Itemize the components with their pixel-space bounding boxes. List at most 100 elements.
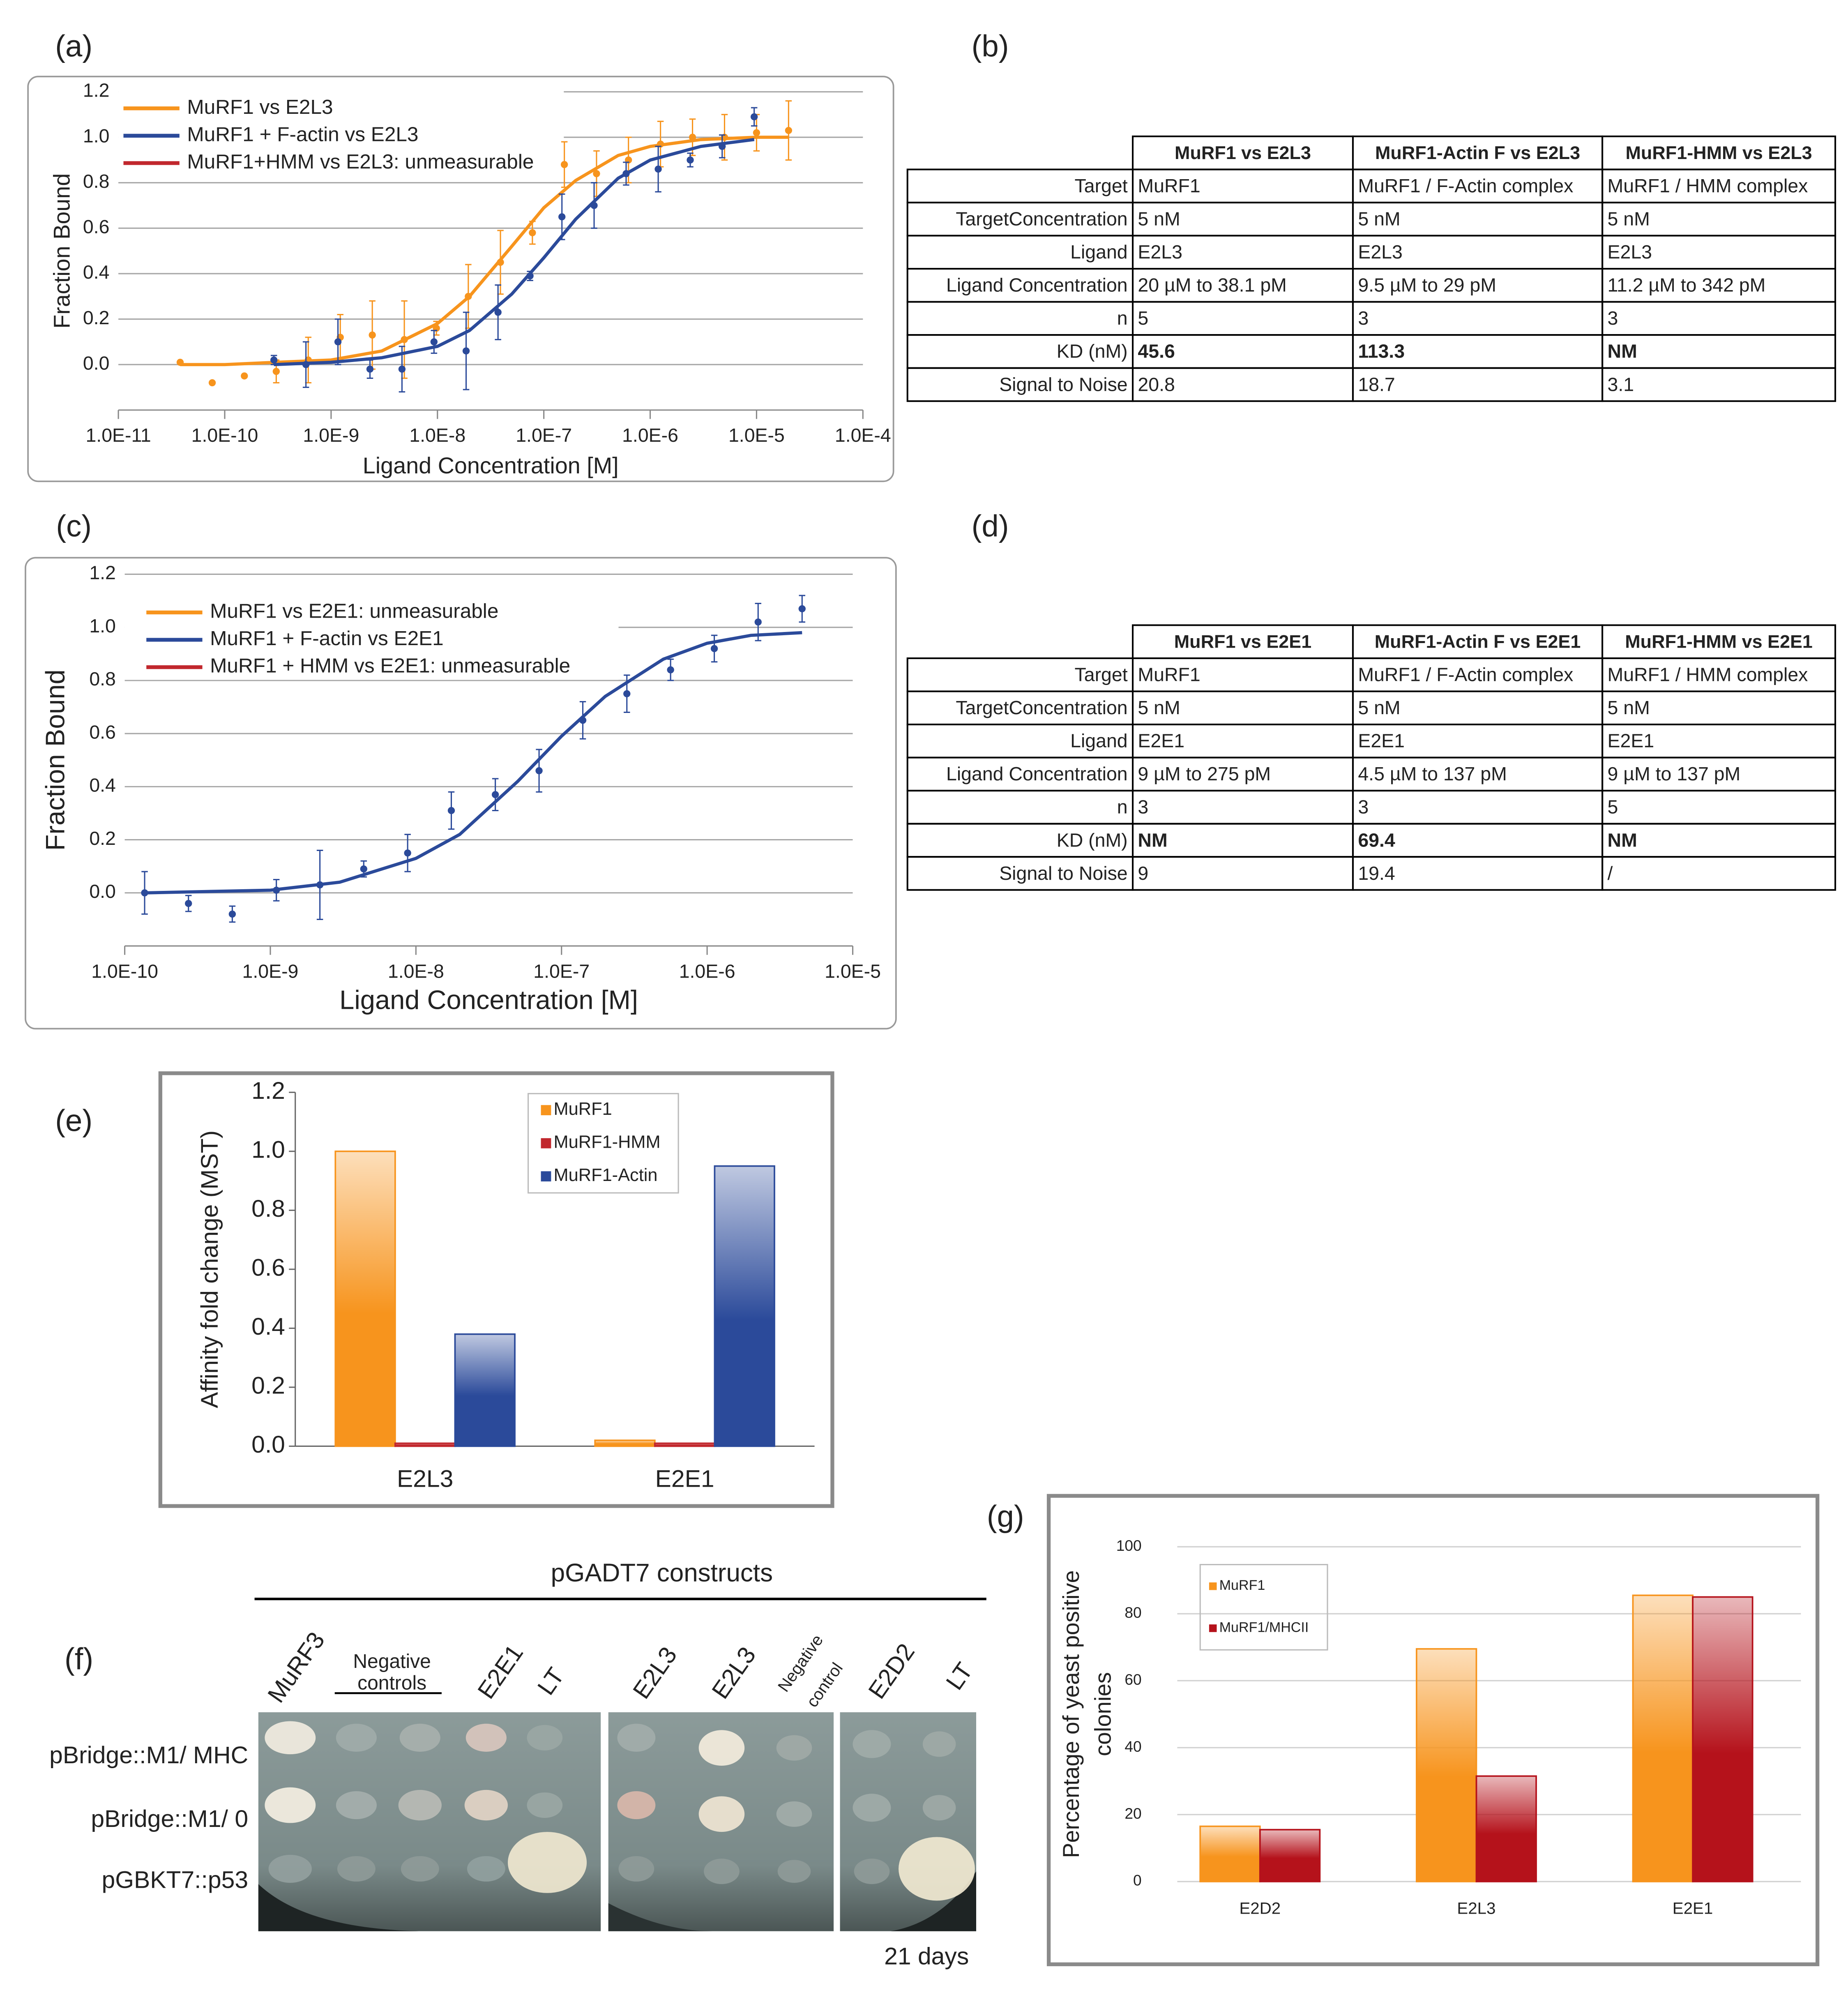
legend-label: MuRF1 vs E2E1: unmeasurable <box>210 600 498 623</box>
colony <box>465 1723 507 1752</box>
data-point <box>750 113 758 120</box>
header-cell <box>1601 624 1836 659</box>
colony <box>922 1795 956 1821</box>
bar <box>1199 1825 1261 1882</box>
bar <box>1475 1775 1537 1882</box>
legend-box <box>1199 1564 1328 1651</box>
plate-edge <box>258 1884 420 1931</box>
colony <box>617 1791 656 1820</box>
plate-edge <box>608 1903 713 1931</box>
panel-label: (c) <box>56 509 92 543</box>
legend-label: MuRF1 <box>1219 1578 1265 1593</box>
y-tick-label: 1.0 <box>251 1136 285 1163</box>
legend-background <box>124 588 619 680</box>
column-header: MuRF1-Actin F vs E2L3 <box>1375 142 1580 163</box>
y-tick-label: 0.2 <box>83 307 110 328</box>
table-value: 5 <box>1608 796 1618 818</box>
x-tick-label: E2L3 <box>397 1466 453 1492</box>
y-tick-label: 0.8 <box>89 668 116 690</box>
y-tick-label: 80 <box>1124 1604 1141 1621</box>
y-tick-label: 60 <box>1124 1671 1141 1688</box>
colony <box>853 1730 891 1758</box>
column-label: E2E1 <box>472 1640 528 1704</box>
data-point <box>176 359 184 366</box>
bar <box>1692 1596 1754 1882</box>
table-value: 5 <box>1138 307 1148 329</box>
bar <box>714 1165 775 1447</box>
column-label: control <box>803 1659 846 1711</box>
row-label: TargetConcentration <box>956 697 1127 718</box>
colony <box>617 1723 656 1752</box>
y-tick-label: 0.0 <box>89 881 116 902</box>
data-point <box>526 272 534 280</box>
legend-label: MuRF1/MHCII <box>1219 1619 1309 1635</box>
colony <box>854 1859 890 1884</box>
legend-label: MuRF1 + F-actin vs E2L3 <box>187 122 418 145</box>
panel-label: (b) <box>972 29 1009 63</box>
panel-label: (g) <box>987 1499 1024 1534</box>
x-tick-label: 1.0E-11 <box>85 424 151 446</box>
table-value: 4.5 µM to 137 pM <box>1358 763 1507 784</box>
data-point <box>141 889 148 897</box>
data-point <box>465 293 472 300</box>
y-tick-label: 1.2 <box>89 562 116 584</box>
data-point <box>535 767 543 775</box>
x-axis-title: Ligand Concentration [M] <box>363 453 619 478</box>
y-tick-label: 0.8 <box>83 171 110 192</box>
legend-label: MuRF1 vs E2L3 <box>187 95 333 118</box>
y-tick-label: 0.4 <box>83 261 110 283</box>
colony <box>337 1856 376 1882</box>
colony <box>527 1725 563 1751</box>
table-value: NM <box>1138 829 1167 851</box>
panel-label: (e) <box>55 1103 92 1137</box>
colony <box>265 1721 316 1755</box>
data-point <box>360 865 367 873</box>
bar <box>1415 1648 1477 1882</box>
data-point <box>185 899 192 907</box>
y-axis-title: Affinity fold change (MST) <box>196 1130 223 1408</box>
row-label: Ligand <box>1070 730 1128 752</box>
table-value: 9 <box>1138 863 1148 884</box>
colony <box>265 1787 316 1823</box>
panel-label: (f) <box>65 1642 93 1676</box>
column-header: MuRF1 vs E2E1 <box>1174 631 1311 652</box>
column-header: MuRF1-HMM vs E2E1 <box>1625 631 1813 652</box>
data-point <box>228 910 236 918</box>
table-value: E2E1 <box>1138 730 1184 752</box>
table-value: MuRF1 / HMM complex <box>1608 664 1808 685</box>
data-point <box>687 156 694 164</box>
y-axis-title: Percentage of yeast positive <box>1058 1570 1084 1858</box>
y-tick-label: 100 <box>1116 1537 1142 1554</box>
table-value: 5 nM <box>1608 208 1650 230</box>
x-tick-label: E2L3 <box>1457 1899 1495 1918</box>
table-value: 5 nM <box>1358 208 1400 230</box>
y-tick-label: 0.6 <box>251 1254 285 1281</box>
row-label: pBridge::M1/ 0 <box>91 1806 248 1832</box>
table-value: 5 nM <box>1138 208 1180 230</box>
table-cell <box>1352 790 1604 825</box>
table-value: 5 nM <box>1608 697 1650 718</box>
data-point <box>719 143 726 150</box>
x-tick-label: 1.0E-9 <box>242 960 299 982</box>
y-tick-label: 1.0 <box>83 125 110 146</box>
table-value: MuRF1 / HMM complex <box>1608 175 1808 196</box>
legend-swatch <box>1209 1624 1217 1632</box>
data-point <box>272 368 280 375</box>
y-tick-label: 0 <box>1133 1872 1142 1889</box>
table-value: 3.1 <box>1608 374 1634 395</box>
colony <box>464 1790 508 1821</box>
table-cell <box>1601 823 1836 858</box>
table-value: E2E1 <box>1608 730 1654 752</box>
colony <box>777 1860 811 1883</box>
x-tick-label: E2D2 <box>1239 1899 1281 1918</box>
y-tick-label: 1.0 <box>89 615 116 637</box>
x-tick-label: E2E1 <box>655 1466 714 1492</box>
y-axis-title: Fraction Bound <box>40 669 70 851</box>
colony <box>776 1801 812 1827</box>
row-label: Target <box>1075 175 1128 196</box>
data-point <box>590 202 598 209</box>
y-tick-label: 20 <box>1124 1805 1141 1822</box>
table-value: 20.8 <box>1138 374 1175 395</box>
bar <box>1632 1594 1694 1882</box>
